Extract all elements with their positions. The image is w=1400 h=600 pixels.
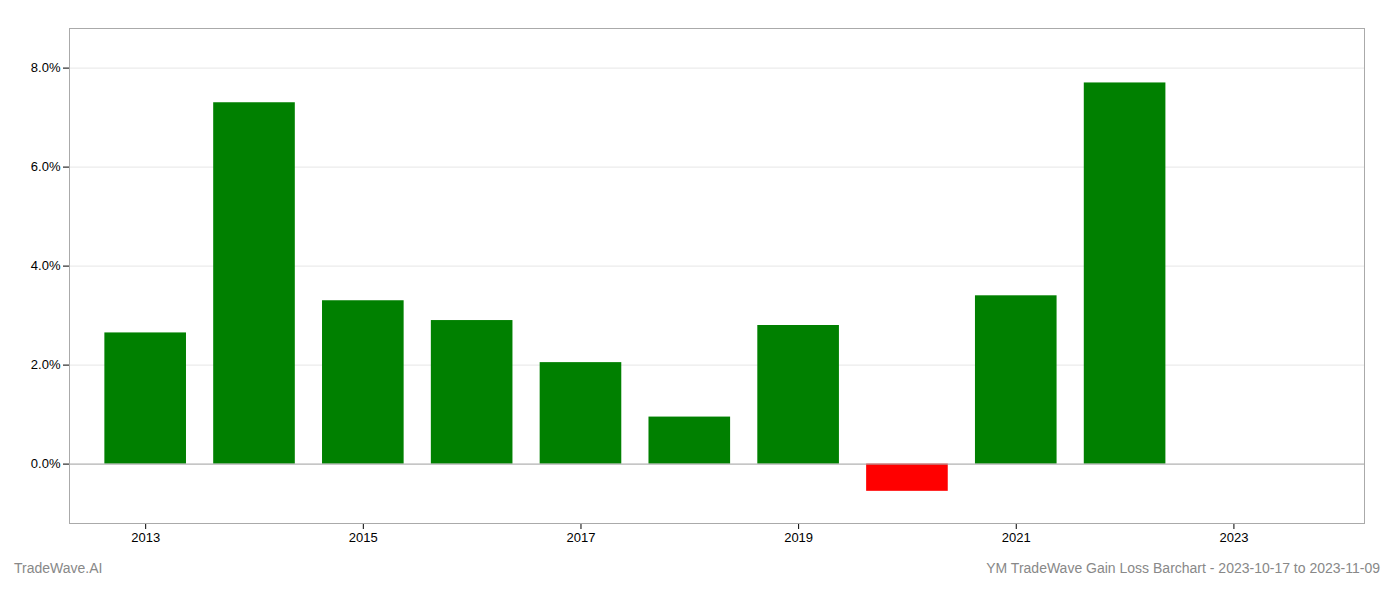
svg-text:0.0%: 0.0% [31, 456, 61, 471]
svg-text:2013: 2013 [131, 530, 160, 545]
svg-text:2017: 2017 [567, 530, 596, 545]
svg-text:6.0%: 6.0% [31, 159, 61, 174]
svg-text:4.0%: 4.0% [31, 258, 61, 273]
svg-text:2.0%: 2.0% [31, 357, 61, 372]
svg-text:2015: 2015 [349, 530, 378, 545]
html-text:TradeWave.AI: TradeWave.AI [14, 560, 103, 576]
html-text:YM TradeWave Gain Loss Barchar: YM TradeWave Gain Loss Barchart - 2023-1… [986, 560, 1380, 576]
svg-text:8.0%: 8.0% [31, 60, 61, 75]
svg-text:2019: 2019 [784, 530, 813, 545]
svg-text:2023: 2023 [1219, 530, 1248, 545]
svg-text:2021: 2021 [1002, 530, 1031, 545]
